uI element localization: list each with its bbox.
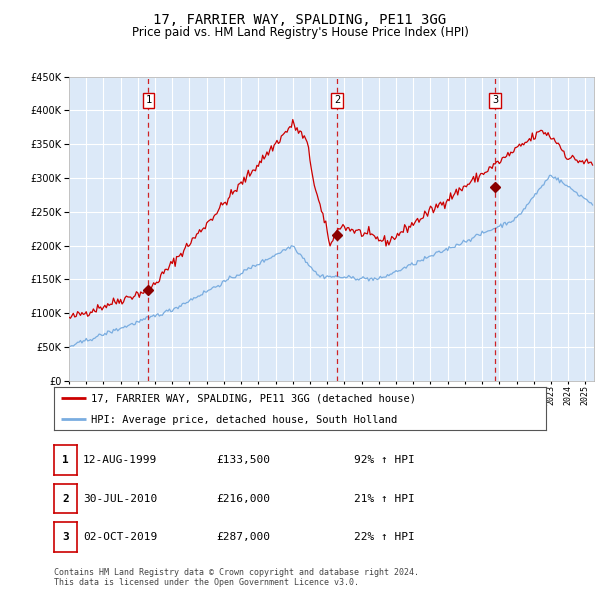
Text: £216,000: £216,000 [216, 494, 270, 503]
Text: Price paid vs. HM Land Registry's House Price Index (HPI): Price paid vs. HM Land Registry's House … [131, 26, 469, 39]
Text: 12-AUG-1999: 12-AUG-1999 [83, 455, 157, 465]
Text: 3: 3 [492, 96, 498, 106]
Text: 17, FARRIER WAY, SPALDING, PE11 3GG: 17, FARRIER WAY, SPALDING, PE11 3GG [154, 13, 446, 27]
Text: 1: 1 [62, 455, 69, 465]
Text: HPI: Average price, detached house, South Holland: HPI: Average price, detached house, Sout… [91, 415, 397, 425]
Text: 22% ↑ HPI: 22% ↑ HPI [354, 532, 415, 542]
Text: 02-OCT-2019: 02-OCT-2019 [83, 532, 157, 542]
Text: 21% ↑ HPI: 21% ↑ HPI [354, 494, 415, 503]
Text: 30-JUL-2010: 30-JUL-2010 [83, 494, 157, 503]
Text: 2: 2 [334, 96, 340, 106]
Text: 2: 2 [62, 494, 69, 503]
Text: 3: 3 [62, 532, 69, 542]
Text: 17, FARRIER WAY, SPALDING, PE11 3GG (detached house): 17, FARRIER WAY, SPALDING, PE11 3GG (det… [91, 394, 416, 404]
Text: 92% ↑ HPI: 92% ↑ HPI [354, 455, 415, 465]
Text: 1: 1 [145, 96, 151, 106]
Text: Contains HM Land Registry data © Crown copyright and database right 2024.
This d: Contains HM Land Registry data © Crown c… [54, 568, 419, 587]
Text: £287,000: £287,000 [216, 532, 270, 542]
Text: £133,500: £133,500 [216, 455, 270, 465]
